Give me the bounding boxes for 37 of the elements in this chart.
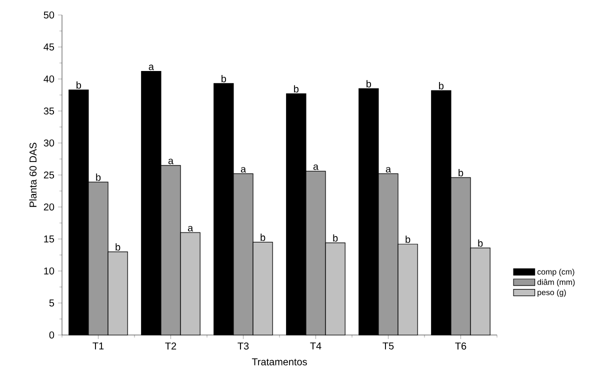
data-label: b [96,174,101,181]
x-tick-label: T4 [310,342,322,350]
data-label: b [406,236,410,243]
data-label: b [260,234,266,241]
y-tick-label: 40 [44,75,54,83]
y-tick-label: 10 [44,267,54,275]
data-label: b [478,239,483,247]
data-label: b [458,169,464,176]
data-label: a [188,226,194,232]
y-tick-label: 0 [49,331,54,339]
data-label: a [148,64,154,70]
y-tick-label: 20 [44,203,54,211]
data-label: b [222,74,226,82]
y-tick-label: 15 [44,236,54,242]
y-tick-label: 35 [44,107,54,115]
data-label: a [386,167,392,173]
y-tick-label: 50 [44,11,54,19]
data-label: a [168,158,174,164]
y-axis-title: Planta 60 DAS [29,142,37,207]
x-axis-title: Tratamentos [252,358,307,366]
x-tick-label: T1 [92,342,104,350]
y-tick-label: 25 [44,171,54,179]
y-tick-label: 30 [44,139,54,147]
y-tick-label: 5 [49,300,54,306]
data-label: a [313,164,319,170]
data-label: a [240,167,246,173]
x-tick-label: T2 [165,342,176,350]
y-tick-label: 45 [44,44,54,50]
data-label: b [439,82,444,90]
data-label: b [294,85,299,93]
data-label: b [76,81,82,89]
x-tick-label: T3 [238,342,249,350]
data-label: b [333,234,338,242]
x-tick-label: T5 [382,342,394,350]
data-label: b [366,80,372,88]
data-label: b [116,243,120,251]
x-tick-label: T6 [455,342,466,350]
